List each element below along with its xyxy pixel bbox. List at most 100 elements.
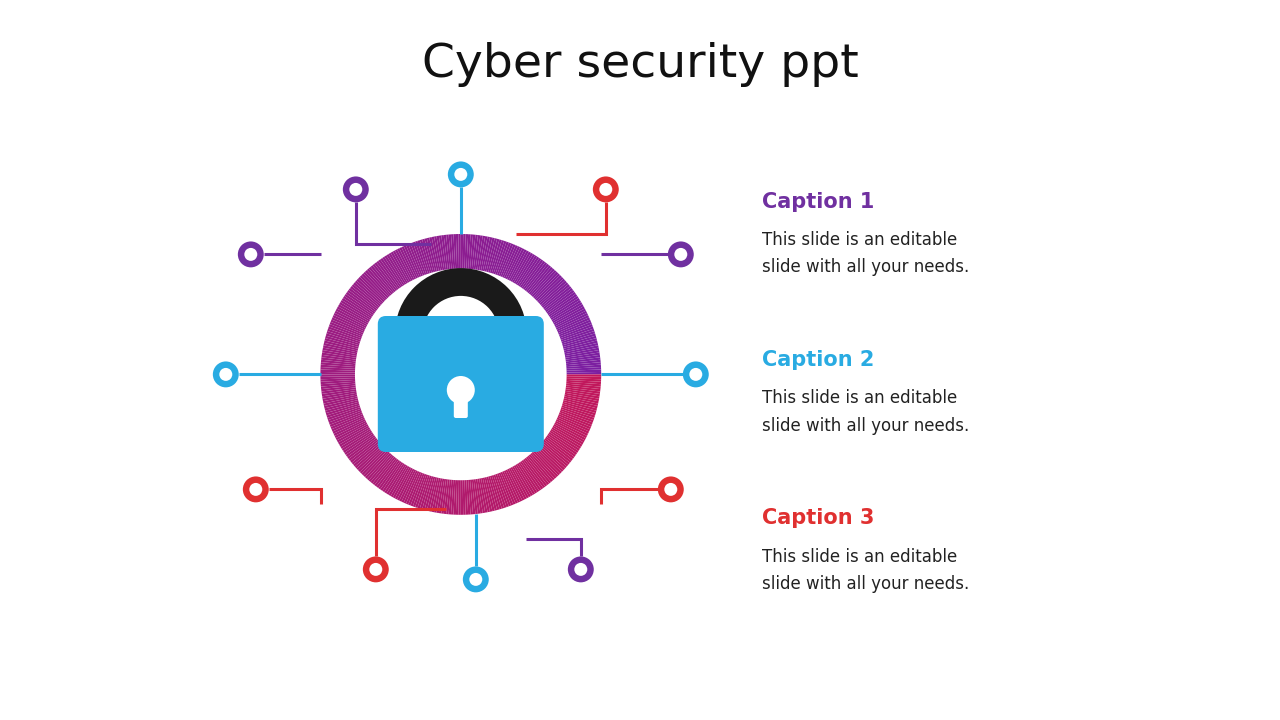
Wedge shape (333, 418, 365, 433)
Wedge shape (495, 474, 509, 507)
Wedge shape (500, 244, 516, 277)
Wedge shape (566, 355, 600, 361)
FancyBboxPatch shape (454, 386, 467, 418)
Wedge shape (566, 360, 600, 365)
Wedge shape (324, 341, 358, 351)
Wedge shape (526, 264, 549, 292)
Circle shape (362, 557, 389, 582)
Wedge shape (417, 475, 430, 508)
Wedge shape (453, 480, 457, 515)
Wedge shape (374, 262, 397, 291)
Wedge shape (566, 387, 600, 394)
Wedge shape (346, 292, 375, 314)
Wedge shape (561, 409, 594, 423)
Wedge shape (566, 352, 600, 360)
Text: Caption 2: Caption 2 (762, 350, 874, 370)
Wedge shape (532, 271, 558, 298)
Text: Caption 3: Caption 3 (762, 508, 874, 528)
Wedge shape (380, 258, 402, 288)
Wedge shape (564, 345, 599, 354)
Circle shape (664, 483, 677, 496)
Wedge shape (343, 432, 372, 453)
Wedge shape (536, 277, 563, 302)
Circle shape (675, 248, 687, 261)
Wedge shape (563, 341, 598, 351)
Circle shape (575, 563, 588, 576)
Wedge shape (340, 300, 371, 320)
Circle shape (470, 573, 483, 586)
Wedge shape (339, 428, 370, 446)
Circle shape (593, 176, 618, 202)
Wedge shape (461, 234, 463, 269)
Wedge shape (566, 384, 600, 389)
Wedge shape (486, 477, 497, 510)
Wedge shape (544, 438, 573, 461)
Wedge shape (539, 444, 567, 468)
Wedge shape (320, 374, 355, 377)
Wedge shape (509, 249, 526, 281)
Wedge shape (451, 234, 456, 269)
Text: This slide is an editable
slide with all your needs.: This slide is an editable slide with all… (762, 230, 969, 276)
Wedge shape (511, 251, 529, 282)
Circle shape (463, 567, 489, 593)
Wedge shape (412, 242, 426, 275)
Circle shape (658, 477, 684, 503)
Wedge shape (494, 241, 507, 274)
Wedge shape (553, 304, 584, 323)
Wedge shape (521, 259, 543, 289)
Circle shape (568, 557, 594, 582)
Wedge shape (529, 267, 553, 294)
Circle shape (238, 241, 264, 267)
Wedge shape (550, 300, 581, 320)
Wedge shape (566, 389, 600, 397)
Wedge shape (524, 459, 545, 488)
Wedge shape (531, 270, 557, 297)
Wedge shape (474, 235, 480, 269)
Wedge shape (402, 246, 417, 279)
Wedge shape (494, 474, 507, 508)
Wedge shape (541, 441, 570, 464)
Wedge shape (476, 235, 483, 270)
Wedge shape (403, 246, 420, 278)
Wedge shape (561, 326, 594, 340)
Wedge shape (324, 397, 357, 406)
Wedge shape (564, 350, 599, 358)
Wedge shape (567, 378, 602, 382)
Wedge shape (564, 348, 599, 356)
Wedge shape (492, 475, 504, 508)
Wedge shape (466, 480, 471, 515)
Wedge shape (340, 429, 371, 449)
Wedge shape (527, 456, 552, 484)
Wedge shape (429, 237, 439, 271)
Wedge shape (328, 407, 361, 420)
Wedge shape (436, 479, 444, 513)
Wedge shape (513, 465, 532, 496)
Wedge shape (329, 324, 362, 338)
Wedge shape (374, 458, 397, 487)
Wedge shape (559, 410, 593, 425)
Wedge shape (379, 259, 401, 289)
Wedge shape (490, 240, 502, 273)
Wedge shape (566, 364, 602, 369)
Wedge shape (335, 423, 367, 441)
Wedge shape (468, 234, 474, 269)
Wedge shape (477, 479, 485, 513)
Circle shape (668, 241, 694, 267)
Wedge shape (539, 281, 567, 305)
Wedge shape (379, 460, 401, 490)
Wedge shape (330, 414, 364, 429)
Wedge shape (517, 256, 538, 286)
Wedge shape (337, 306, 369, 325)
Wedge shape (325, 338, 358, 348)
Wedge shape (351, 286, 379, 309)
Wedge shape (442, 235, 448, 269)
Wedge shape (330, 320, 364, 335)
Wedge shape (448, 234, 453, 269)
Wedge shape (355, 281, 383, 305)
Wedge shape (530, 453, 554, 480)
Wedge shape (439, 479, 445, 513)
Wedge shape (562, 405, 595, 418)
Wedge shape (343, 296, 372, 317)
Wedge shape (390, 251, 410, 283)
Circle shape (599, 183, 612, 196)
